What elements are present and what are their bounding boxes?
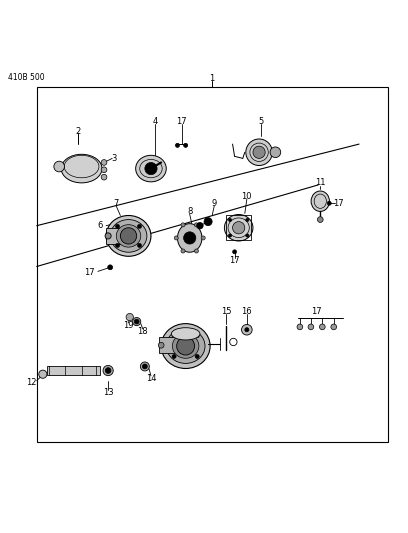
Text: 5: 5: [259, 117, 264, 126]
Ellipse shape: [61, 154, 102, 183]
Ellipse shape: [161, 324, 210, 368]
Ellipse shape: [177, 224, 202, 252]
Ellipse shape: [106, 215, 151, 256]
Text: 17: 17: [84, 268, 95, 277]
Text: 16: 16: [242, 307, 252, 316]
Circle shape: [39, 370, 47, 378]
Circle shape: [181, 249, 185, 253]
Bar: [37, 87, 388, 442]
Text: 13: 13: [103, 389, 113, 398]
Text: 6: 6: [97, 221, 103, 230]
Ellipse shape: [311, 191, 330, 212]
Text: 4: 4: [153, 117, 157, 126]
Circle shape: [101, 159, 107, 165]
Circle shape: [115, 244, 120, 247]
Bar: [47, 366, 100, 375]
Circle shape: [137, 244, 142, 247]
Text: 15: 15: [221, 307, 232, 316]
Circle shape: [101, 167, 107, 173]
Ellipse shape: [171, 328, 200, 340]
Bar: [226, 215, 251, 240]
Circle shape: [177, 337, 195, 355]
Text: 17: 17: [229, 256, 240, 265]
Ellipse shape: [116, 225, 141, 247]
Ellipse shape: [103, 366, 113, 376]
Circle shape: [184, 232, 196, 244]
Circle shape: [115, 224, 120, 229]
Circle shape: [195, 249, 199, 253]
Circle shape: [308, 324, 314, 330]
Circle shape: [172, 334, 176, 338]
Text: 11: 11: [315, 179, 326, 188]
Text: 10: 10: [242, 192, 252, 201]
Circle shape: [197, 222, 203, 229]
Circle shape: [195, 354, 199, 359]
Circle shape: [242, 325, 252, 335]
Bar: [106, 228, 122, 244]
Circle shape: [126, 313, 133, 321]
Circle shape: [120, 228, 137, 244]
Text: 8: 8: [187, 207, 193, 216]
Circle shape: [204, 217, 212, 225]
Circle shape: [137, 224, 142, 229]
Text: 9: 9: [212, 199, 217, 208]
Circle shape: [172, 354, 176, 359]
Circle shape: [175, 143, 180, 147]
Circle shape: [233, 222, 245, 234]
Text: 7: 7: [113, 199, 119, 208]
Ellipse shape: [135, 155, 166, 182]
Ellipse shape: [172, 334, 199, 358]
Circle shape: [317, 217, 323, 222]
Circle shape: [105, 368, 111, 374]
Circle shape: [228, 219, 232, 222]
Ellipse shape: [105, 233, 111, 239]
Circle shape: [108, 265, 113, 270]
Text: 3: 3: [111, 154, 117, 163]
Text: 17: 17: [333, 199, 344, 208]
Ellipse shape: [110, 220, 147, 252]
Circle shape: [246, 234, 249, 237]
Circle shape: [245, 328, 249, 332]
Circle shape: [233, 250, 237, 254]
Circle shape: [327, 201, 331, 205]
Circle shape: [101, 174, 107, 180]
Text: 17: 17: [176, 117, 187, 126]
Bar: [159, 337, 175, 353]
Ellipse shape: [224, 214, 253, 241]
Ellipse shape: [140, 362, 149, 371]
Circle shape: [195, 334, 199, 338]
Text: 14: 14: [146, 374, 156, 383]
Text: 18: 18: [137, 327, 148, 336]
Ellipse shape: [166, 329, 205, 364]
Circle shape: [253, 146, 265, 158]
Circle shape: [145, 163, 157, 175]
Text: 410B 500: 410B 500: [8, 72, 45, 82]
Text: 19: 19: [123, 321, 134, 330]
Circle shape: [142, 364, 147, 369]
Ellipse shape: [133, 318, 141, 326]
Text: 12: 12: [27, 378, 37, 387]
Circle shape: [319, 324, 325, 330]
Circle shape: [228, 234, 232, 237]
Circle shape: [195, 223, 199, 227]
Circle shape: [184, 143, 188, 147]
Text: 2: 2: [75, 127, 80, 136]
Circle shape: [181, 223, 185, 227]
Ellipse shape: [246, 139, 273, 166]
Circle shape: [270, 147, 281, 158]
Circle shape: [331, 324, 337, 330]
Circle shape: [174, 236, 178, 240]
Text: 1: 1: [210, 74, 215, 83]
Ellipse shape: [158, 342, 164, 348]
Circle shape: [297, 324, 303, 330]
Circle shape: [134, 319, 139, 324]
Circle shape: [201, 236, 205, 240]
Circle shape: [54, 161, 64, 172]
Text: 17: 17: [311, 307, 322, 316]
Circle shape: [246, 219, 249, 222]
